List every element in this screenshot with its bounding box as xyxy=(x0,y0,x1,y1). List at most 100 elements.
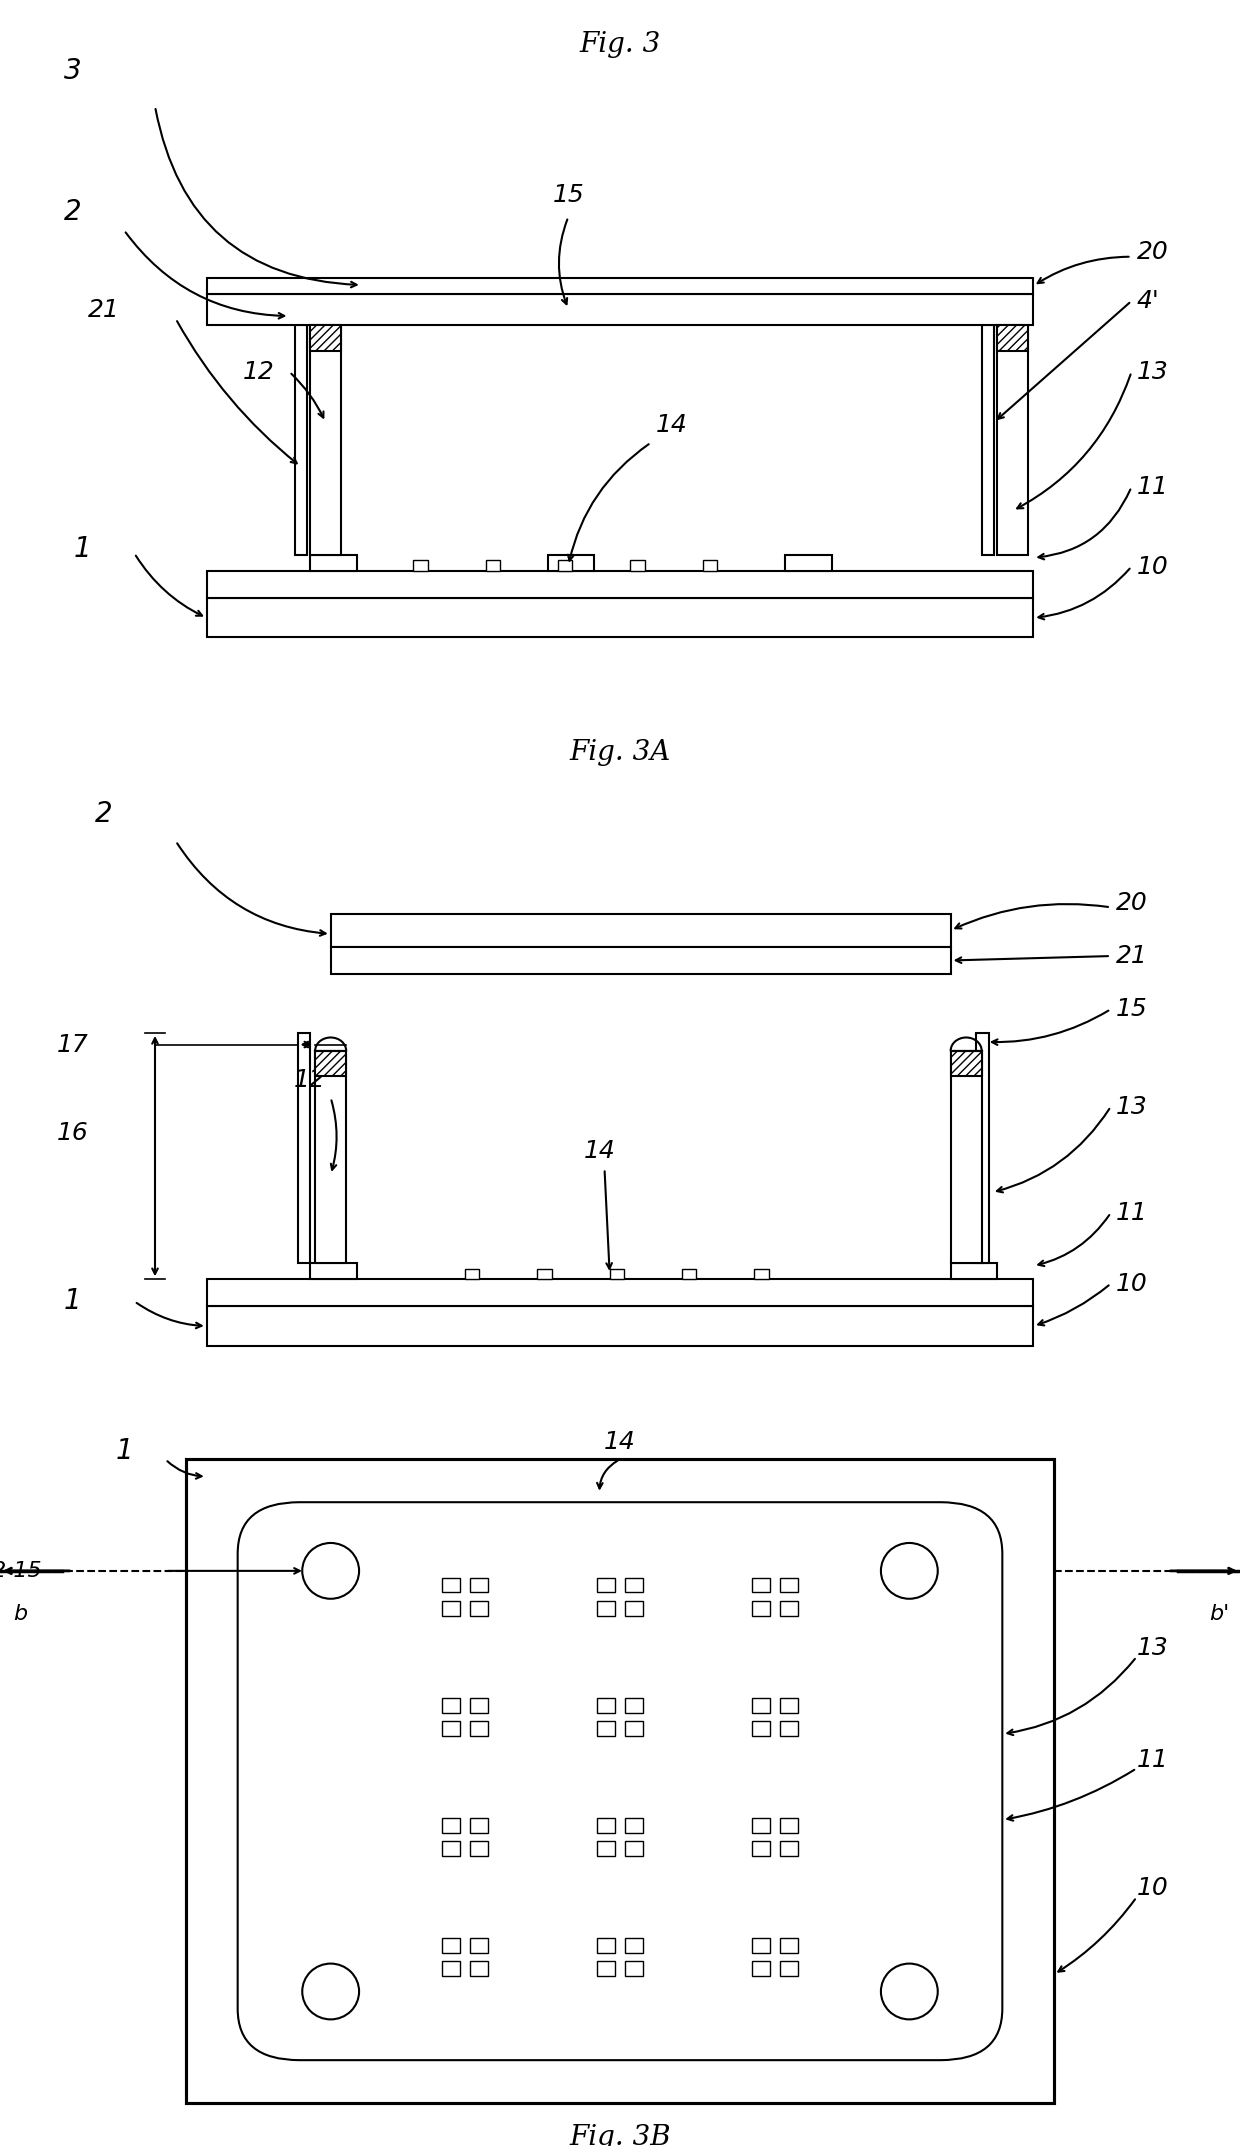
Bar xyxy=(625,1818,642,1833)
Bar xyxy=(780,1721,797,1736)
Bar xyxy=(951,1264,997,1279)
Bar xyxy=(315,1052,346,1075)
Bar xyxy=(997,324,1028,352)
Bar xyxy=(780,1577,797,1592)
Bar xyxy=(625,1721,642,1736)
Bar xyxy=(780,1818,797,1833)
Text: 10: 10 xyxy=(1116,1273,1148,1296)
Bar xyxy=(443,1818,460,1833)
Bar xyxy=(470,1818,487,1833)
Bar xyxy=(443,1961,460,1976)
Bar xyxy=(207,1305,1033,1346)
Text: b: b xyxy=(14,1603,27,1625)
Bar xyxy=(298,1032,310,1264)
Text: 1: 1 xyxy=(63,1288,81,1315)
Text: Fig. 3A: Fig. 3A xyxy=(569,738,671,766)
Bar xyxy=(295,324,308,556)
Bar xyxy=(982,324,994,556)
Bar xyxy=(780,1841,797,1856)
Bar xyxy=(780,1601,797,1616)
Bar xyxy=(997,324,1028,556)
Bar xyxy=(598,1818,615,1833)
Bar xyxy=(625,1841,642,1856)
Bar xyxy=(625,1961,642,1976)
Text: Fig. 3: Fig. 3 xyxy=(579,30,661,58)
Bar xyxy=(625,1601,642,1616)
Text: 15: 15 xyxy=(1116,998,1148,1021)
Text: 16: 16 xyxy=(57,1120,88,1146)
Bar xyxy=(630,560,645,571)
Bar xyxy=(753,1721,770,1736)
Bar xyxy=(785,556,832,571)
Text: 10: 10 xyxy=(1137,1876,1168,1901)
Text: 20: 20 xyxy=(1137,240,1168,264)
Bar xyxy=(470,1721,487,1736)
Text: 12: 12 xyxy=(243,361,274,384)
Text: 21: 21 xyxy=(1116,944,1148,968)
Bar xyxy=(207,571,1033,597)
Bar xyxy=(207,1279,1033,1305)
Bar xyxy=(470,1841,487,1856)
Text: 15: 15 xyxy=(553,182,584,206)
Bar xyxy=(610,1268,624,1279)
Bar xyxy=(753,1961,770,1976)
Text: 14: 14 xyxy=(656,412,687,438)
Text: 2: 2 xyxy=(63,197,81,227)
Bar xyxy=(331,946,951,974)
Text: 1: 1 xyxy=(115,1436,133,1466)
Text: 14: 14 xyxy=(584,1140,615,1163)
Bar xyxy=(558,560,573,571)
Bar xyxy=(443,1601,460,1616)
Bar xyxy=(186,1459,1054,2103)
Bar xyxy=(310,1264,357,1279)
Bar xyxy=(951,1052,982,1075)
Text: 4': 4' xyxy=(1137,290,1159,313)
Bar xyxy=(310,556,357,571)
Bar xyxy=(470,1938,487,1953)
Bar xyxy=(537,1268,552,1279)
Bar xyxy=(207,597,1033,637)
Bar xyxy=(753,1841,770,1856)
Bar xyxy=(310,324,341,352)
Bar xyxy=(780,1938,797,1953)
Bar xyxy=(470,1601,487,1616)
Bar xyxy=(486,560,500,571)
Bar xyxy=(443,1697,460,1713)
Bar xyxy=(753,1577,770,1592)
Text: 12: 12 xyxy=(294,1069,326,1092)
Bar xyxy=(331,914,951,946)
Bar xyxy=(598,1577,615,1592)
FancyBboxPatch shape xyxy=(238,1502,1002,2060)
Bar xyxy=(413,560,428,571)
Bar xyxy=(598,1961,615,1976)
Bar xyxy=(443,1577,460,1592)
Text: 11: 11 xyxy=(1137,1747,1168,1773)
Text: 12·15: 12·15 xyxy=(0,1560,43,1582)
Bar xyxy=(598,1721,615,1736)
Text: 13: 13 xyxy=(1137,361,1168,384)
Bar xyxy=(780,1961,797,1976)
Text: 17: 17 xyxy=(57,1032,88,1056)
Text: 2: 2 xyxy=(94,800,112,828)
Bar xyxy=(753,1697,770,1713)
Text: 20: 20 xyxy=(1116,891,1148,914)
Text: 13: 13 xyxy=(1116,1094,1148,1118)
Bar xyxy=(976,1032,988,1264)
Text: Fig. 3B: Fig. 3B xyxy=(569,2125,671,2146)
Bar xyxy=(753,1818,770,1833)
Text: 10: 10 xyxy=(1137,554,1168,579)
Text: 11: 11 xyxy=(1137,474,1168,498)
Text: 14: 14 xyxy=(604,1429,636,1455)
Bar xyxy=(465,1268,480,1279)
Ellipse shape xyxy=(303,1964,360,2019)
Bar xyxy=(753,1601,770,1616)
Bar xyxy=(315,1052,346,1264)
Bar xyxy=(310,324,341,556)
Ellipse shape xyxy=(880,1543,937,1599)
Text: 13: 13 xyxy=(1137,1635,1168,1661)
Ellipse shape xyxy=(880,1964,937,2019)
Bar xyxy=(470,1577,487,1592)
Bar xyxy=(598,1601,615,1616)
Bar xyxy=(598,1841,615,1856)
Text: 21: 21 xyxy=(88,298,119,322)
